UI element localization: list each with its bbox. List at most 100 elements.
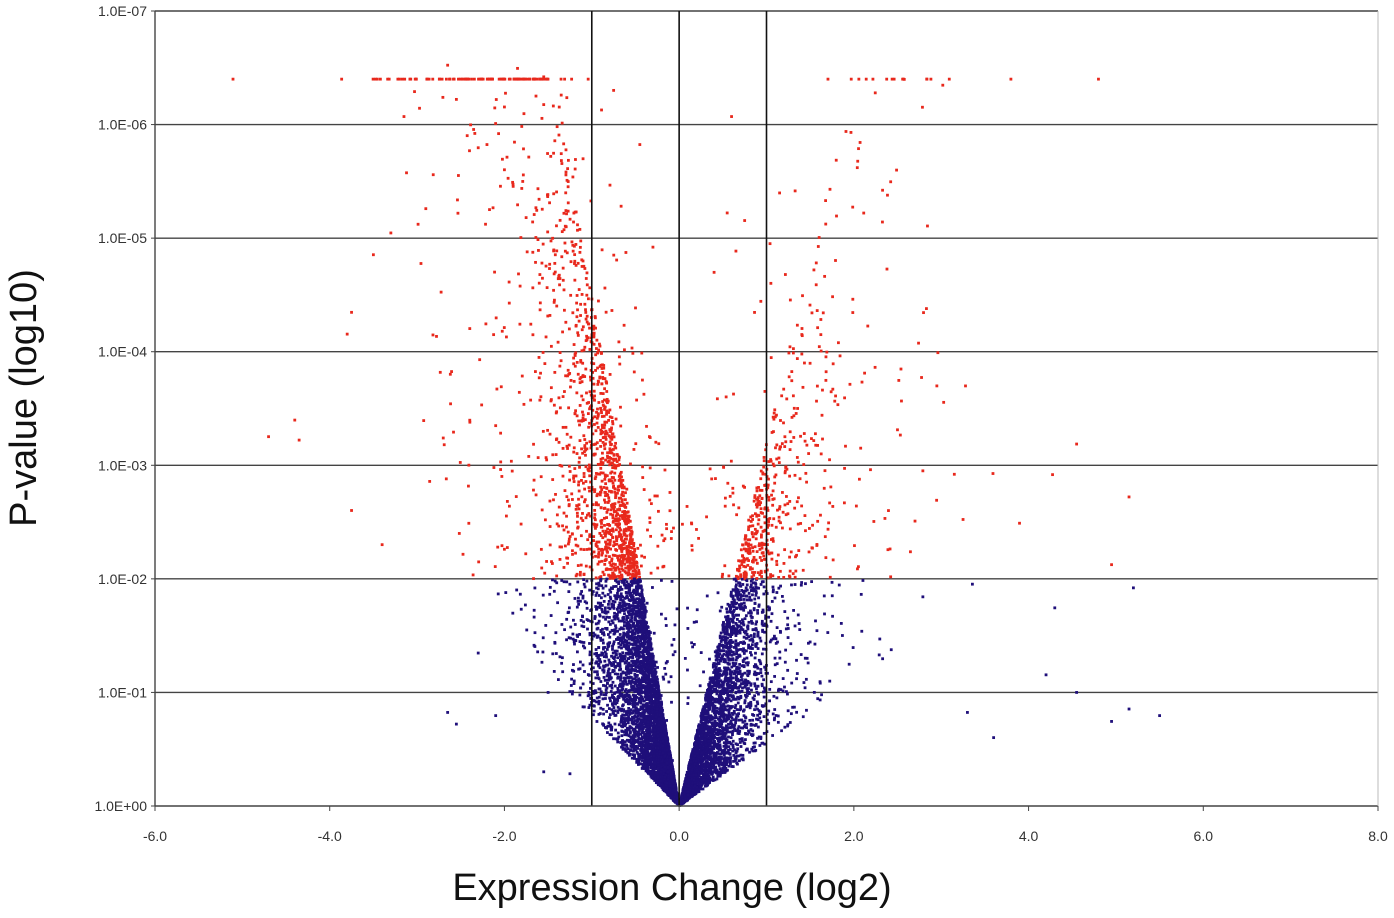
- nonsignificant-point: [779, 584, 782, 588]
- significant-point: [639, 564, 643, 568]
- significant-point: [794, 555, 797, 559]
- nonsignificant-point: [732, 709, 736, 713]
- nonsignificant-point: [548, 592, 552, 596]
- nonsignificant-point: [739, 641, 743, 644]
- significant-point: [573, 412, 577, 415]
- nonsignificant-point: [616, 676, 620, 680]
- significant-point: [542, 103, 546, 107]
- nonsignificant-point: [773, 716, 776, 720]
- significant-point: [613, 505, 616, 509]
- significant-point: [625, 527, 628, 531]
- significant-point: [548, 314, 552, 317]
- nonsignificant-point: [717, 732, 721, 736]
- significant-point: [596, 562, 600, 566]
- significant-point: [583, 450, 586, 454]
- nonsignificant-point: [715, 692, 719, 696]
- significant-point: [566, 167, 570, 171]
- significant-point: [585, 314, 589, 318]
- nonsignificant-point: [643, 690, 647, 694]
- nonsignificant-point: [783, 610, 787, 613]
- significant-point: [587, 322, 590, 326]
- nonsignificant-point: [734, 634, 738, 637]
- nonsignificant-point: [741, 606, 745, 610]
- nonsignificant-point: [606, 724, 610, 728]
- significant-point: [737, 559, 741, 563]
- nonsignificant-point: [595, 627, 599, 631]
- significant-point: [561, 524, 564, 528]
- significant-point: [527, 155, 531, 159]
- nonsignificant-point: [722, 670, 726, 674]
- nonsignificant-point: [799, 583, 803, 587]
- significant-point: [597, 552, 600, 556]
- significant-point: [755, 505, 759, 509]
- nonsignificant-point: [635, 702, 639, 705]
- nonsignificant-point: [816, 697, 820, 701]
- significant-point: [759, 571, 763, 574]
- significant-point: [593, 316, 597, 320]
- significant-point: [576, 372, 580, 376]
- significant-point: [494, 122, 498, 125]
- significant-point: [613, 487, 617, 491]
- significant-point: [611, 553, 615, 557]
- nonsignificant-point: [624, 603, 628, 607]
- significant-point: [742, 573, 746, 577]
- significant-point: [499, 184, 502, 188]
- nonsignificant-point: [752, 589, 756, 593]
- nonsignificant-point: [723, 699, 727, 702]
- significant-point: [563, 77, 567, 81]
- significant-point: [744, 547, 748, 551]
- nonsignificant-point: [581, 614, 584, 618]
- significant-point: [611, 422, 615, 426]
- significant-point: [615, 460, 619, 464]
- nonsignificant-point: [604, 627, 607, 630]
- significant-point: [596, 462, 600, 466]
- nonsignificant-point: [642, 712, 646, 716]
- nonsignificant-point: [723, 644, 727, 648]
- nonsignificant-point: [631, 661, 635, 665]
- significant-point: [848, 382, 852, 386]
- significant-point: [800, 327, 804, 330]
- significant-point: [738, 566, 742, 570]
- nonsignificant-point: [750, 747, 754, 751]
- significant-point: [615, 517, 619, 521]
- significant-point: [504, 91, 507, 95]
- nonsignificant-point: [634, 668, 638, 672]
- nonsignificant-point: [730, 665, 734, 669]
- significant-point: [564, 209, 568, 212]
- significant-point: [600, 415, 604, 418]
- nonsignificant-point: [702, 670, 705, 674]
- nonsignificant-point: [732, 650, 735, 654]
- significant-point: [624, 541, 627, 545]
- nonsignificant-point: [731, 612, 735, 616]
- significant-point: [546, 152, 549, 155]
- significant-point: [557, 505, 561, 509]
- nonsignificant-point: [744, 695, 748, 699]
- significant-point: [628, 559, 632, 562]
- nonsignificant-point: [783, 685, 786, 689]
- nonsignificant-point: [796, 613, 800, 617]
- nonsignificant-point: [812, 690, 816, 694]
- significant-point: [583, 302, 587, 306]
- significant-point: [599, 485, 603, 489]
- significant-point: [558, 218, 562, 222]
- significant-point: [540, 207, 544, 211]
- nonsignificant-point: [705, 760, 708, 763]
- significant-point: [602, 507, 606, 510]
- nonsignificant-point: [719, 656, 723, 660]
- nonsignificant-point: [656, 783, 660, 787]
- nonsignificant-point: [660, 612, 663, 616]
- significant-point: [585, 293, 589, 297]
- significant-point: [618, 507, 621, 511]
- nonsignificant-point: [667, 786, 670, 790]
- significant-point: [786, 502, 790, 506]
- nonsignificant-point: [760, 674, 764, 678]
- significant-point: [600, 488, 604, 491]
- nonsignificant-point: [727, 748, 730, 752]
- nonsignificant-point: [616, 705, 620, 709]
- nonsignificant-point: [726, 741, 730, 745]
- significant-point: [562, 566, 566, 569]
- significant-point: [539, 475, 543, 479]
- nonsignificant-point: [610, 702, 614, 706]
- nonsignificant-point: [603, 606, 607, 610]
- significant-point: [608, 555, 611, 558]
